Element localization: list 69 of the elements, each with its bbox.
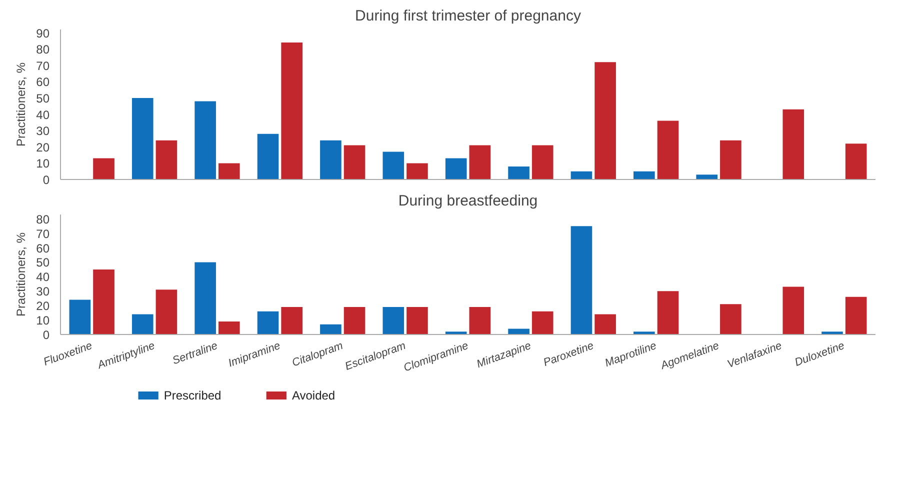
bar xyxy=(132,98,154,180)
bar xyxy=(344,307,366,334)
bar xyxy=(657,291,679,334)
legend-label: Avoided xyxy=(292,388,336,402)
bar xyxy=(132,314,154,334)
bar xyxy=(469,145,491,180)
y-tick-label: 30 xyxy=(36,284,50,299)
bar xyxy=(382,152,404,180)
y-tick-label: 40 xyxy=(36,108,50,122)
bar xyxy=(156,290,178,334)
bar xyxy=(194,262,216,334)
bar xyxy=(532,145,554,180)
y-tick-label: 70 xyxy=(36,226,50,241)
y-tick-label: 80 xyxy=(36,42,50,57)
bar xyxy=(594,62,616,180)
bar xyxy=(570,226,592,334)
y-tick-label: 80 xyxy=(36,212,50,226)
bar xyxy=(257,311,279,334)
bar xyxy=(218,163,240,180)
bar xyxy=(782,109,804,180)
bar xyxy=(469,307,491,334)
y-tick-label: 60 xyxy=(36,241,50,256)
bar xyxy=(156,140,178,180)
bar xyxy=(281,307,302,334)
bar xyxy=(720,140,742,180)
bar xyxy=(406,163,428,180)
bar xyxy=(782,286,804,334)
bar xyxy=(320,324,342,334)
chart-title: During breastfeeding xyxy=(398,192,538,210)
bar xyxy=(445,158,467,180)
y-tick-label: 30 xyxy=(36,124,50,138)
bar xyxy=(382,307,404,334)
y-tick-label: 20 xyxy=(36,299,50,314)
bar xyxy=(320,140,342,180)
bar xyxy=(594,314,616,334)
y-tick-label: 70 xyxy=(36,58,50,73)
y-tick-label: 20 xyxy=(36,140,50,154)
bar xyxy=(406,307,428,334)
bar xyxy=(657,120,679,180)
bar xyxy=(69,300,91,334)
bar xyxy=(845,296,867,334)
bar xyxy=(720,304,742,334)
bar xyxy=(845,144,867,180)
bar xyxy=(281,42,302,180)
legend-label: Prescribed xyxy=(164,388,222,402)
bar xyxy=(634,171,655,180)
y-axis-title: Practitioners, % xyxy=(14,62,28,147)
bar xyxy=(532,311,554,334)
bar xyxy=(218,321,240,334)
y-tick-label: 50 xyxy=(36,256,50,270)
y-tick-label: 60 xyxy=(36,75,50,90)
bar xyxy=(508,328,530,334)
bar xyxy=(570,171,592,180)
y-tick-label: 10 xyxy=(36,156,50,171)
y-tick-label: 0 xyxy=(42,173,50,187)
bar xyxy=(257,134,279,180)
bar xyxy=(194,101,216,180)
bar xyxy=(344,145,366,180)
bar xyxy=(93,269,114,334)
y-tick-label: 0 xyxy=(42,328,50,342)
y-tick-label: 10 xyxy=(36,314,50,328)
bar xyxy=(508,166,530,180)
bar xyxy=(696,174,718,180)
chart-title: During first trimester of pregnancy xyxy=(355,8,582,24)
bar xyxy=(93,158,114,180)
y-axis-title: Practitioners, % xyxy=(14,232,28,317)
y-tick-label: 40 xyxy=(36,270,50,284)
y-tick-label: 50 xyxy=(36,91,50,106)
y-tick-label: 90 xyxy=(36,26,50,40)
